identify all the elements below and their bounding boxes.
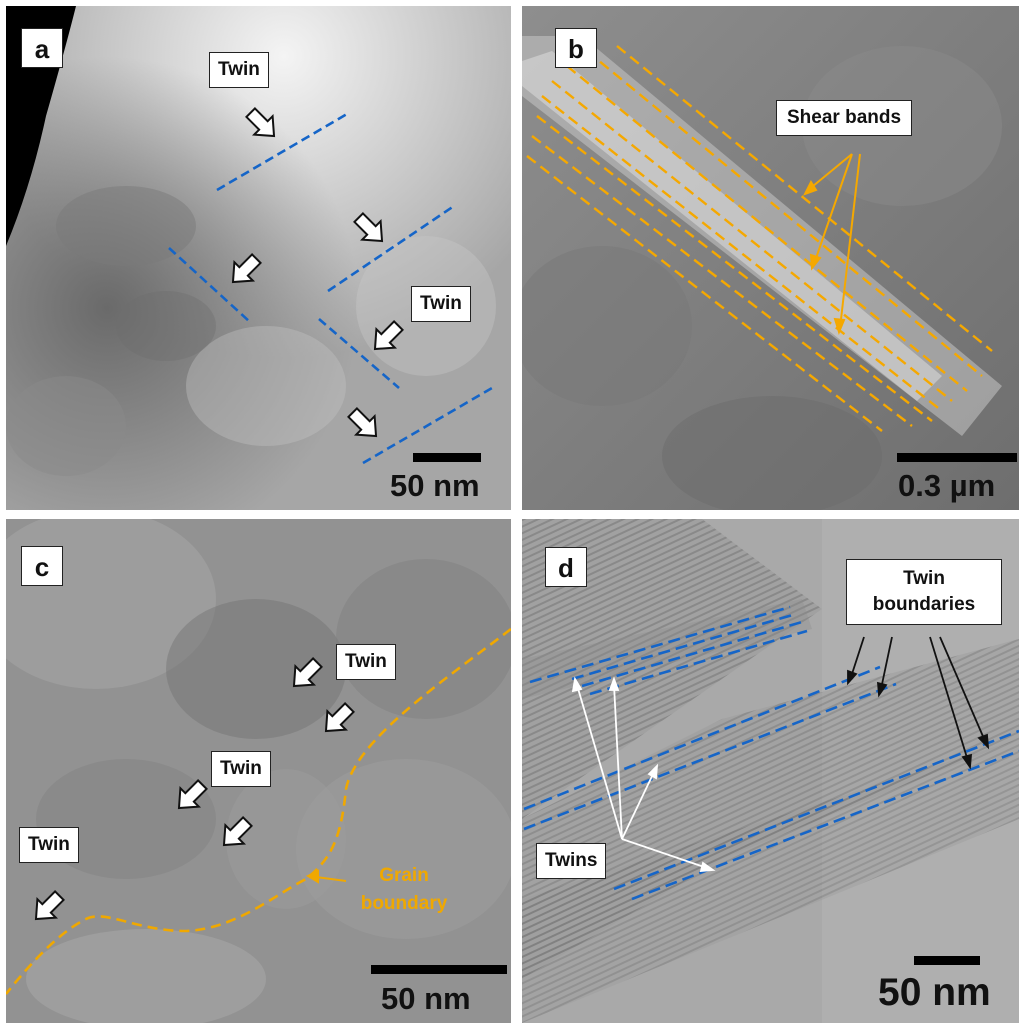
arrow-icon <box>231 253 262 284</box>
panel-a: a Twin Twin 50 nm <box>6 6 511 510</box>
grain-boundary-label-line: boundary <box>360 893 448 914</box>
shear-band-line <box>541 95 943 412</box>
panel-b: b Shear bands 0.3 µm <box>522 6 1019 510</box>
twin-label: Twin <box>209 52 269 88</box>
scale-label: 50 nm <box>390 468 480 503</box>
arrowhead-icon <box>809 253 822 271</box>
pointer-line <box>939 636 986 742</box>
arrow-icon <box>347 407 378 438</box>
twin-boundary-line <box>529 605 791 684</box>
arrow-icon <box>245 107 276 138</box>
arrowhead-icon <box>833 317 846 335</box>
scale-label: 50 nm <box>381 981 471 1016</box>
scale-bar <box>413 453 481 462</box>
arrowhead-icon <box>608 676 620 691</box>
arrow-icon <box>34 890 65 921</box>
twin-boundary-line <box>362 386 493 465</box>
pointer-line <box>929 636 969 762</box>
arrowhead-icon <box>961 753 973 770</box>
twin-label: Twin <box>19 827 79 863</box>
grain-boundary-label: Grain boundary <box>344 862 464 918</box>
shear-band-line <box>526 155 883 432</box>
arrow-icon <box>222 816 253 847</box>
arrow-icon <box>373 320 404 351</box>
twin-boundary-line <box>613 729 1019 891</box>
twin-boundaries-label-line: boundaries <box>872 594 976 615</box>
pointer-line <box>613 684 623 840</box>
panel-b-annotations <box>526 45 993 432</box>
arrowhead-icon <box>977 733 990 750</box>
twin-boundaries-label: Twin boundaries <box>846 559 1002 625</box>
pointer-line <box>621 838 708 869</box>
twin-boundaries-label-line: Twin <box>903 568 945 589</box>
scale-bar <box>897 453 1017 462</box>
pointer-line <box>839 153 861 329</box>
arrow-icon <box>177 779 208 810</box>
grain-boundary-line <box>6 627 511 995</box>
panel-a-annotations <box>168 107 493 465</box>
pointer-line <box>315 876 347 882</box>
shear-band-line <box>536 115 933 422</box>
panel-letter: c <box>21 546 63 586</box>
panel-d-micrograph <box>522 519 1019 1023</box>
panel-c: c Twin Twin Twin Grain boundary 50 nm <box>6 519 511 1023</box>
arrow-icon <box>324 702 355 733</box>
panel-b-micrograph <box>522 6 1019 510</box>
shear-band-line <box>551 80 953 402</box>
shear-band-line <box>616 45 993 352</box>
scale-bar <box>371 965 507 974</box>
panel-letter: b <box>555 28 597 68</box>
arrowhead-icon <box>305 869 319 884</box>
arrowhead-icon <box>876 681 888 698</box>
twin-boundary-line <box>581 620 803 688</box>
panel-d-annotations <box>523 605 1019 901</box>
panel-c-micrograph <box>6 519 511 1023</box>
panel-a-micrograph <box>6 6 511 510</box>
panel-d: d Twin boundaries Twins 50 nm <box>522 519 1019 1023</box>
scale-label: 0.3 µm <box>898 468 996 503</box>
arrowhead-icon <box>647 763 659 780</box>
arrowhead-icon <box>847 669 858 686</box>
grain-boundary-label-line: Grain <box>379 865 429 886</box>
twin-boundary-line <box>589 629 808 696</box>
scale-bar <box>914 956 980 965</box>
twin-boundary-line <box>168 247 251 323</box>
arrowhead-icon <box>571 676 583 693</box>
arrowhead-icon <box>802 179 818 196</box>
shear-band-line <box>586 50 983 377</box>
panel-c-annotations <box>6 627 511 995</box>
twin-boundary-line <box>523 682 897 831</box>
twin-boundary-line <box>631 749 1019 901</box>
twin-boundary-line <box>327 204 455 293</box>
twin-label: Twin <box>336 644 396 680</box>
pointer-line <box>850 636 865 678</box>
twin-boundary-line <box>523 665 881 811</box>
panel-letter: a <box>21 28 63 68</box>
pointer-line <box>806 153 853 192</box>
pointer-line <box>813 153 853 265</box>
twin-boundary-line <box>318 318 400 389</box>
twins-label: Twins <box>536 843 607 879</box>
pointer-line <box>576 684 623 840</box>
panel-letter: d <box>545 547 587 587</box>
arrow-icon <box>292 657 323 688</box>
twin-boundary-line <box>216 112 348 192</box>
shear-band-line <box>531 135 913 427</box>
arrow-icon <box>353 212 384 243</box>
arrowhead-icon <box>699 861 716 873</box>
twin-label: Twin <box>211 751 271 787</box>
twin-label: Twin <box>411 286 471 322</box>
shear-band-line <box>566 65 968 392</box>
shear-bands-label: Shear bands <box>776 100 913 136</box>
pointer-line <box>621 771 655 840</box>
twin-boundary-line <box>571 612 797 681</box>
pointer-line <box>880 636 893 690</box>
scale-label: 50 nm <box>878 971 991 1014</box>
